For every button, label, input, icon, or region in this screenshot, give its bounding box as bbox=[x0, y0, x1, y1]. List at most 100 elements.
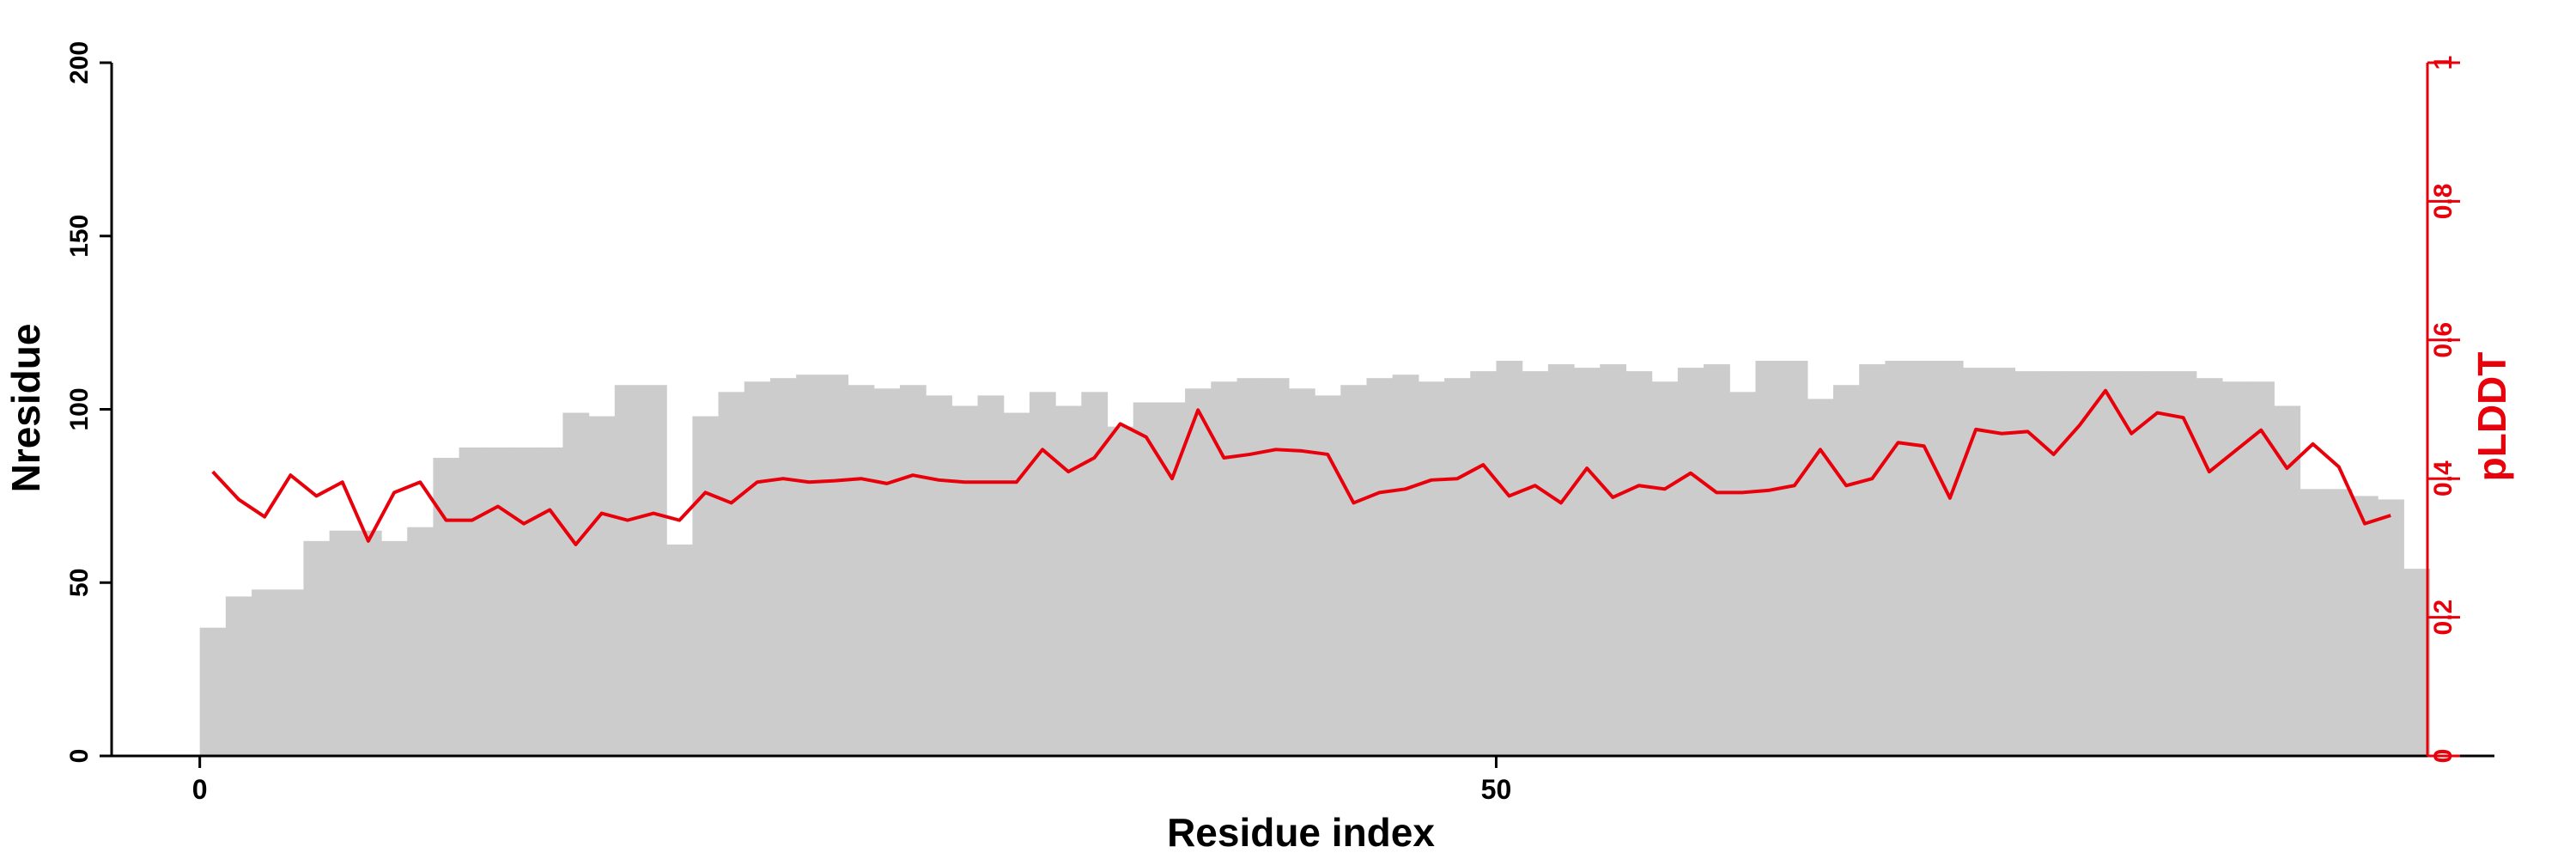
y-axis-right-title: pLDDT bbox=[2470, 352, 2514, 482]
residue-bar bbox=[718, 392, 745, 756]
residue-bar bbox=[2014, 371, 2042, 756]
residue-bar bbox=[1807, 399, 1834, 756]
residue-bar bbox=[796, 375, 823, 756]
residue-bar bbox=[562, 412, 590, 756]
residue-bar bbox=[1158, 402, 1186, 756]
residue-bar bbox=[1625, 371, 1653, 756]
residue-bar bbox=[1936, 361, 1964, 756]
residue-bar bbox=[1003, 412, 1030, 756]
residue-bar bbox=[1081, 392, 1109, 756]
residue-bar bbox=[2300, 489, 2327, 756]
residue-bar bbox=[199, 627, 227, 756]
y-right-tick-label: 0.4 bbox=[2429, 460, 2458, 497]
residue-bar bbox=[2378, 499, 2404, 756]
residue-bar bbox=[2351, 496, 2379, 757]
residue-bar bbox=[2040, 371, 2068, 756]
residue-bar bbox=[1107, 426, 1134, 756]
y-left-tick-label: 0 bbox=[65, 749, 94, 764]
residue-bar bbox=[537, 447, 564, 756]
residue-bar bbox=[2196, 378, 2223, 756]
y-left-tick-label: 150 bbox=[65, 215, 94, 258]
y-right-tick-label: 0.8 bbox=[2429, 184, 2458, 220]
residue-bar bbox=[2325, 489, 2353, 756]
residue-bar bbox=[1236, 378, 1264, 756]
residue-bar bbox=[1911, 361, 1938, 756]
residue-bar bbox=[926, 395, 952, 756]
residue-bar bbox=[2066, 371, 2093, 756]
residue-bar bbox=[1055, 405, 1082, 756]
residue-bar bbox=[459, 447, 486, 756]
residue-bar bbox=[1574, 368, 1601, 756]
y-axis-left-title: Nresidue bbox=[3, 324, 48, 493]
y-left-tick-label: 50 bbox=[65, 569, 94, 597]
residue-bar bbox=[822, 375, 849, 756]
residue-bar bbox=[1989, 368, 2015, 756]
plddt-line-layer bbox=[211, 388, 2391, 546]
residue-bar bbox=[951, 405, 979, 756]
residue-bar bbox=[1262, 378, 1290, 756]
residue-bar bbox=[641, 385, 667, 756]
residue-bar bbox=[1288, 388, 1315, 756]
residue-bar bbox=[1859, 364, 1886, 756]
y-right-tick-label: 0 bbox=[2429, 749, 2458, 764]
residue-bar bbox=[303, 540, 331, 756]
residue-bar bbox=[1315, 395, 1341, 756]
residue-bar bbox=[1133, 402, 1160, 756]
residue-bar bbox=[1340, 385, 1368, 756]
residue-bar bbox=[2144, 371, 2172, 756]
residue-bar bbox=[511, 447, 538, 756]
residue-bar bbox=[1185, 388, 1212, 756]
residue-bar bbox=[2403, 569, 2431, 756]
residue-bar bbox=[1600, 364, 1627, 756]
y-left-tick-label: 100 bbox=[65, 387, 94, 430]
residue-bar bbox=[1833, 385, 1860, 756]
residue-bar bbox=[2221, 381, 2249, 756]
residue-bar bbox=[1522, 371, 1549, 756]
residue-bar bbox=[1729, 392, 1757, 756]
residue-bar bbox=[2274, 405, 2301, 756]
plddt-series-line bbox=[211, 388, 2391, 546]
residue-bar bbox=[407, 527, 434, 756]
residue-bar bbox=[666, 544, 693, 756]
residue-bar bbox=[1885, 361, 1912, 756]
residue-bar bbox=[1029, 392, 1056, 756]
residue-bar bbox=[692, 416, 720, 756]
y-right-tick-label: 1 bbox=[2429, 56, 2458, 70]
residue-bar bbox=[252, 589, 278, 756]
residue-bar bbox=[433, 457, 460, 756]
residue-bar bbox=[355, 530, 382, 756]
x-axis-title: Residue index bbox=[1167, 810, 1435, 855]
residue-bar bbox=[1962, 368, 1990, 756]
residue-bar bbox=[2118, 371, 2145, 756]
residue-bar bbox=[381, 540, 408, 756]
residue-bar bbox=[977, 395, 1005, 756]
bar-group bbox=[199, 361, 2431, 757]
residue-bar bbox=[225, 596, 252, 756]
residue-bar bbox=[1704, 364, 1730, 756]
x-tick-label: 0 bbox=[192, 774, 208, 805]
residue-bar bbox=[899, 385, 927, 756]
residue-bar bbox=[1418, 381, 1445, 756]
residue-bar bbox=[1470, 371, 1498, 756]
residue-bar bbox=[1755, 361, 1783, 756]
residue-bar bbox=[588, 416, 616, 756]
y-right-tick-label: 0.6 bbox=[2429, 322, 2458, 358]
residue-bar bbox=[1444, 378, 1471, 756]
residue-bar bbox=[1496, 361, 1523, 756]
residue-bar bbox=[484, 447, 512, 756]
x-tick-label: 50 bbox=[1481, 774, 1512, 805]
residue-bar bbox=[1781, 361, 1808, 756]
residue-bar bbox=[1547, 364, 1575, 756]
residue-bar bbox=[848, 385, 875, 756]
residue-bar bbox=[2092, 371, 2119, 756]
residue-bar bbox=[873, 388, 901, 756]
residue-bar bbox=[1651, 381, 1679, 756]
y-left-tick-label: 200 bbox=[65, 41, 94, 84]
residue-bar bbox=[1677, 368, 1704, 756]
y-right-tick-label: 0.2 bbox=[2429, 600, 2458, 636]
residue-bar bbox=[744, 381, 771, 756]
residue-bar bbox=[1392, 375, 1419, 756]
residue-bar bbox=[614, 385, 641, 756]
residue-bar bbox=[2170, 371, 2197, 756]
